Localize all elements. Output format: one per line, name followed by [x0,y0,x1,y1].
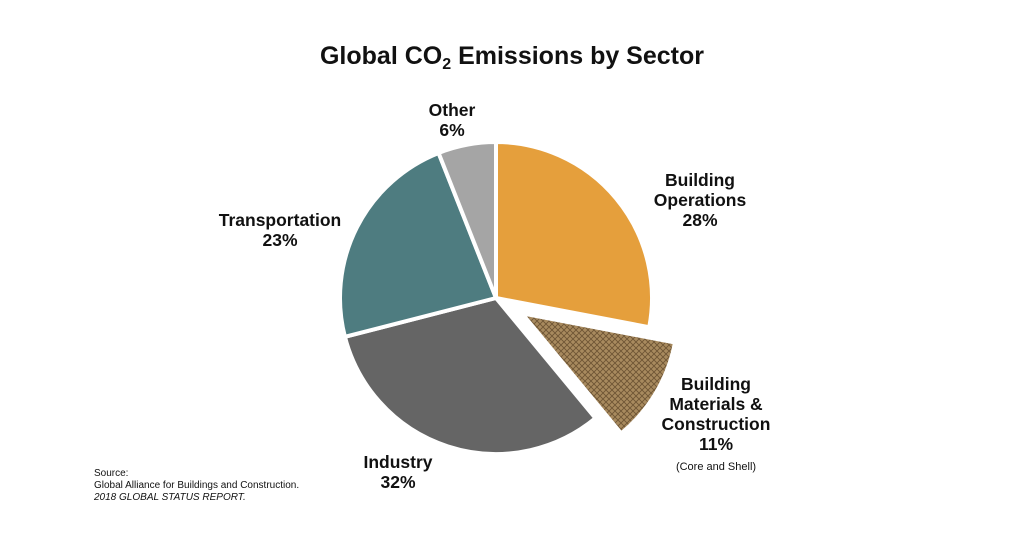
title-subscript: 2 [442,56,452,73]
source-note: Source: Global Alliance for Buildings an… [94,468,299,504]
source-org: Global Alliance for Buildings and Constr… [94,480,300,491]
slice-note-1: (Core and Shell) [676,461,756,473]
pie-labels: Building Operations 28% Building Materials &… [219,100,771,492]
slice-label-3: Transportation 23% [219,210,342,250]
pie-slice-4 [436,140,498,300]
title-suffix: Emissions by Sector [451,42,704,70]
pie-slice-3 [338,150,498,339]
title-prefix: Global CO [319,42,443,70]
chart-title: Global CO2 Emissions by Sector [0,42,1024,73]
source-report: 2018 GLOBAL STATUS REPORT. [94,492,246,503]
pie-slice-1 [519,311,678,436]
pie-slice-0 [494,140,654,330]
source-heading: Source: [94,468,129,479]
slice-label-4: Other 6% [429,100,476,140]
slice-label-1: Building Materials & Construction 11% [662,374,771,454]
slice-label-2: Industry 32% [363,452,432,492]
slice-label-0: Building Operations 28% [654,170,747,230]
pie-slices [338,140,678,456]
pie-slice-2 [342,296,598,456]
